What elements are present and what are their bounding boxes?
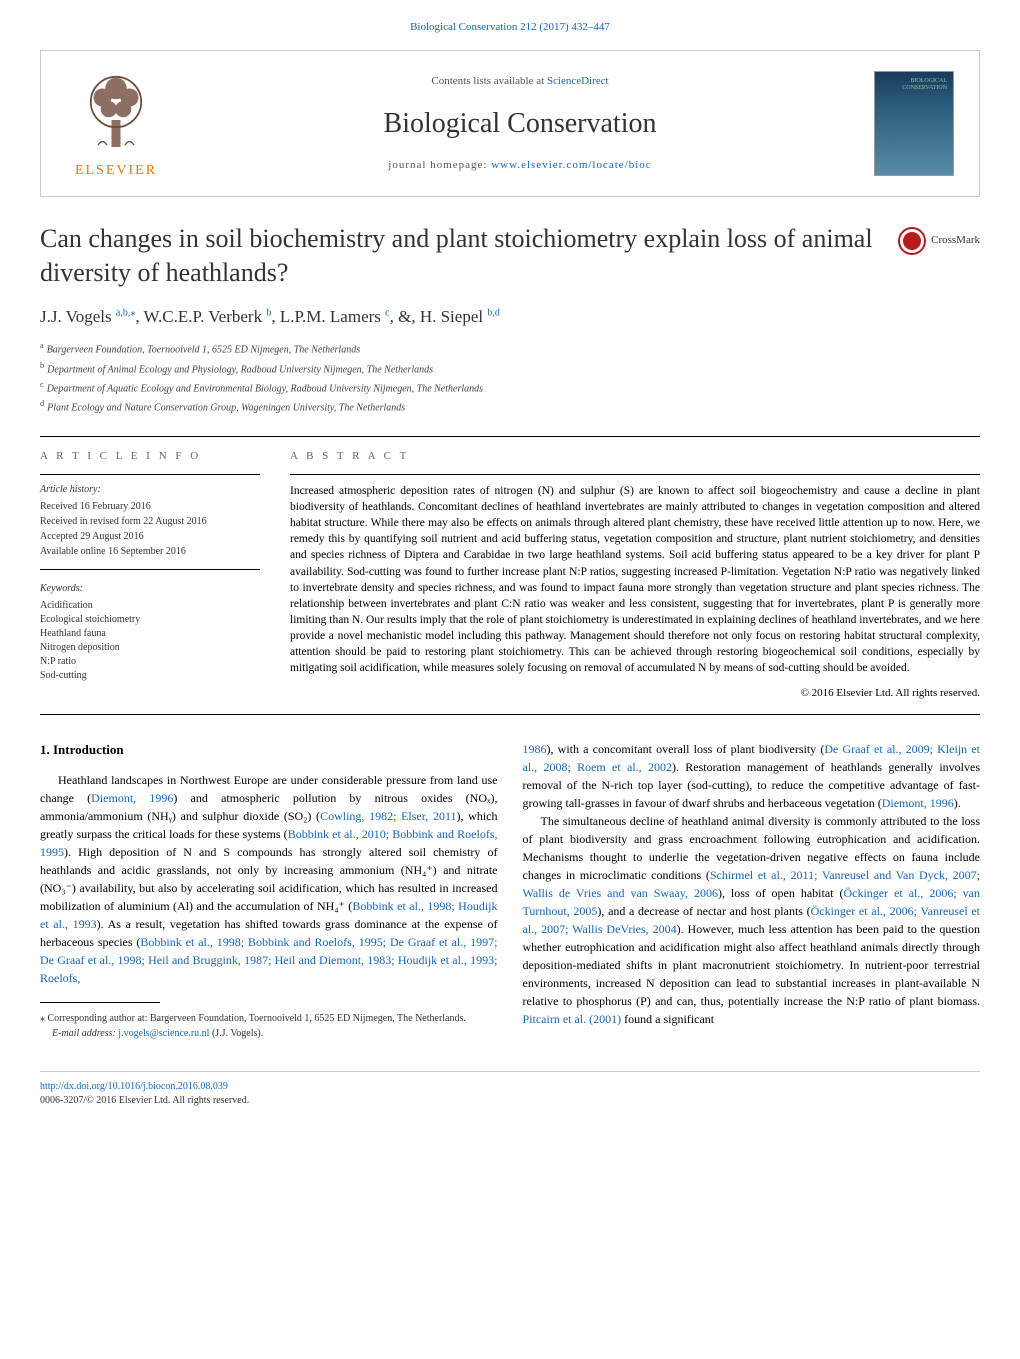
affiliation-a: Bargerveen Foundation, Toernooiveld 1, 6… [47,345,360,356]
elsevier-logo: ELSEVIER [66,66,166,181]
corresponding-footnote: ⁎ Corresponding author at: Bargerveen Fo… [40,1011,498,1026]
keyword: N:P ratio [40,655,260,669]
journal-header: ELSEVIER Contents lists available at Sci… [40,50,980,197]
ref-link[interactable]: Cowling, 1982; Elser, 2011 [320,809,456,823]
title-row: Can changes in soil biochemistry and pla… [40,222,980,290]
ref-link[interactable]: Pitcairn et al. (2001) [523,1012,622,1026]
abstract-header: A B S T R A C T [290,449,980,464]
keyword: Acidification [40,599,260,613]
authors: J.J. Vogels a,b,⁎, W.C.E.P. Verberk b, L… [40,305,980,329]
header-citation: Biological Conservation 212 (2017) 432–4… [40,20,980,35]
cover-label: BIOLOGICAL CONSERVATION [902,78,947,91]
ref-link[interactable]: Diemont, 1996 [91,791,173,805]
footer-copyright: 0006-3207/© 2016 Elsevier Ltd. All right… [40,1094,980,1108]
email-footnote: E-mail address: j.vogels@science.ru.nl (… [40,1026,498,1041]
journal-homepage: journal homepage: www.elsevier.com/locat… [166,158,874,173]
body-columns: 1. Introduction Heathland landscapes in … [40,740,980,1042]
info-abstract-row: A R T I C L E I N F O Article history: R… [40,436,980,715]
ref-link[interactable]: Diemont, 1996 [882,796,954,810]
keywords-label: Keywords: [40,582,260,596]
keyword: Sod-cutting [40,669,260,683]
online: Available online 16 September 2016 [40,545,260,559]
keyword: Heathland fauna [40,627,260,641]
column-right: 1986), with a concomitant overall loss o… [523,740,981,1042]
column-left: 1. Introduction Heathland landscapes in … [40,740,498,1042]
crossmark-text: CrossMark [931,233,980,248]
elsevier-text: ELSEVIER [75,161,157,181]
affiliation-d: Plant Ecology and Nature Conservation Gr… [47,403,405,414]
ref-link[interactable]: 1986 [523,742,547,756]
footnote-separator [40,1002,160,1003]
keyword: Nitrogen deposition [40,641,260,655]
accepted: Accepted 29 August 2016 [40,530,260,544]
citation-link[interactable]: Biological Conservation 212 (2017) 432–4… [410,21,610,33]
history-label: Article history: [40,483,260,497]
doi-link[interactable]: http://dx.doi.org/10.1016/j.biocon.2016.… [40,1081,228,1092]
revised: Received in revised form 22 August 2016 [40,515,260,529]
affiliation-c: Department of Aquatic Ecology and Enviro… [47,383,483,394]
article-info: A R T I C L E I N F O Article history: R… [40,449,260,702]
journal-center: Contents lists available at ScienceDirec… [166,74,874,174]
sciencedirect-link[interactable]: ScienceDirect [547,75,609,87]
email-link[interactable]: j.vogels@science.ru.nl [118,1028,209,1039]
crossmark-badge[interactable]: CrossMark [898,227,980,255]
article-title: Can changes in soil biochemistry and pla… [40,222,898,290]
abstract-text: Increased atmospheric deposition rates o… [290,483,980,676]
elsevier-tree-icon [71,66,161,156]
intro-heading: 1. Introduction [40,740,498,760]
journal-cover: BIOLOGICAL CONSERVATION [874,71,954,176]
affiliation-b: Department of Animal Ecology and Physiol… [47,364,433,375]
keyword: Ecological stoichiometry [40,613,260,627]
footer: http://dx.doi.org/10.1016/j.biocon.2016.… [40,1071,980,1108]
info-header: A R T I C L E I N F O [40,449,260,464]
abstract-copyright: © 2016 Elsevier Ltd. All rights reserved… [290,686,980,701]
contents-line: Contents lists available at ScienceDirec… [166,74,874,89]
received: Received 16 February 2016 [40,500,260,514]
abstract: A B S T R A C T Increased atmospheric de… [290,449,980,702]
journal-title: Biological Conservation [166,104,874,143]
affiliations: aBargerveen Foundation, Toernooiveld 1, … [40,340,980,415]
homepage-link[interactable]: www.elsevier.com/locate/bioc [491,159,651,171]
crossmark-icon [898,227,926,255]
